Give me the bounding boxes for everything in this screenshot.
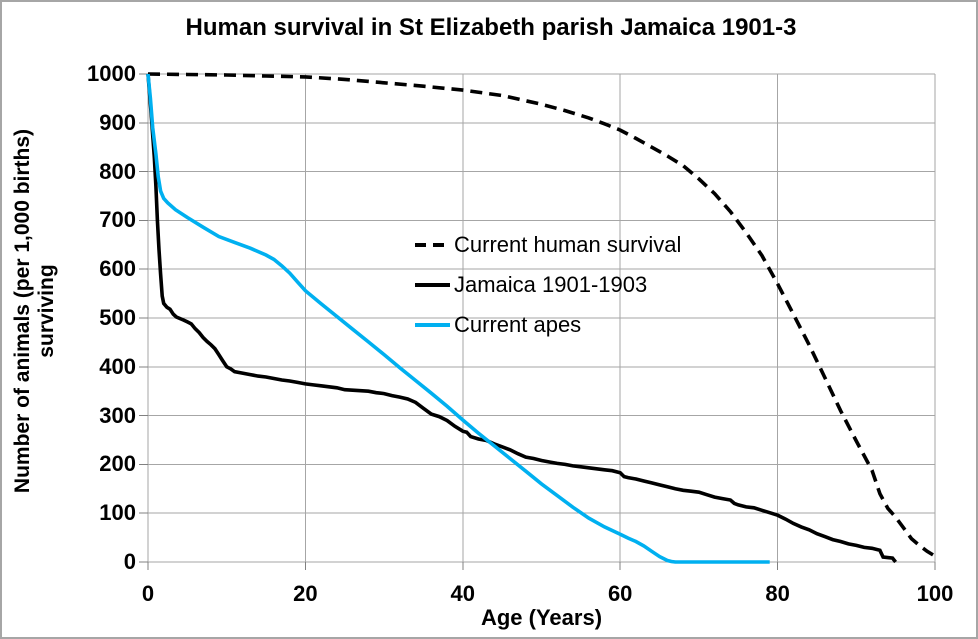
legend-item-jamaica: Jamaica 1901-1903 [415,265,681,305]
y-tick-label: 500 [99,305,136,330]
x-tick-label: 100 [916,581,954,606]
y-tick-label: 200 [99,451,136,477]
y-tick-label: 900 [99,109,136,135]
y-axis-title-line2: surviving [35,264,58,358]
plot-area [139,72,936,570]
x-tick-label: 0 [141,581,155,606]
legend-label: Current apes [454,312,582,337]
y-tick-label: 400 [99,353,136,379]
y-tick-label: 100 [99,500,136,526]
legend-label: Jamaica 1901-1903 [454,272,648,297]
solid-black-line-sample-icon [415,283,450,287]
y-tick-label: 300 [99,402,136,428]
series-line-jamaica-1901-1903 [146,73,898,564]
legend-label: Current human survival [454,232,682,257]
chart-title: Human survival in St Elizabeth parish Ja… [185,14,797,41]
y-tick-label: 0 [123,549,136,574]
x-tick-label: 80 [765,581,790,606]
x-tick-label: 40 [450,581,476,606]
series-line-current-human-survival [147,72,936,558]
x-tick-label: 20 [293,581,318,606]
dashed-line-sample-icon [415,243,450,247]
legend: Current human survival Jamaica 1901-1903… [415,225,681,345]
x-axis-title: Age (Years) [480,605,603,630]
y-tick-label: 600 [99,256,136,282]
y-axis-title: Number of animals (per 1,000 births) sur… [11,111,61,511]
chart-canvas [139,72,936,570]
legend-item-current-human: Current human survival [415,225,681,265]
x-tick-label: 60 [607,581,633,606]
legend-item-current-apes: Current apes [415,305,681,345]
solid-blue-line-sample-icon [415,323,450,327]
y-tick-label: 700 [99,207,136,233]
y-axis-title-line1: Number of animals (per 1,000 births) [11,128,34,494]
y-tick-label: 1000 [87,61,136,86]
y-tick-label: 800 [99,158,136,184]
series-line-current-apes [146,73,770,564]
